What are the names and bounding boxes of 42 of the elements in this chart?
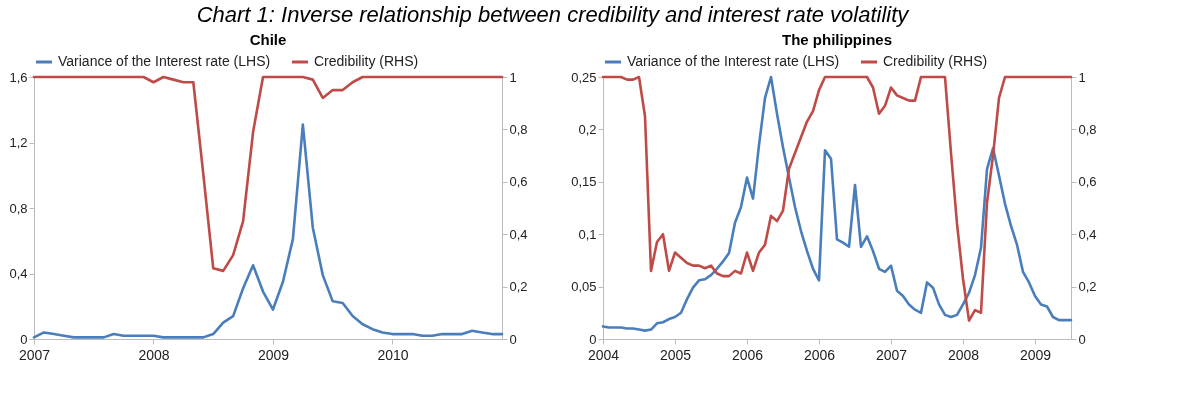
- y2-tick-label: 0,8: [509, 121, 528, 137]
- y2-tick-label: 0,2: [1078, 279, 1097, 295]
- y2-tick-label: 0: [509, 331, 517, 347]
- y-tick-label: 0,4: [9, 266, 28, 281]
- x-tick-label: 2006: [803, 346, 836, 363]
- x-tick-label: 2009: [257, 346, 290, 363]
- y-tick-label: 0,1: [578, 226, 597, 242]
- x-tick-label: 2005: [659, 346, 692, 363]
- y-tick-label: 0,8: [9, 200, 28, 216]
- y-tick-label: 0,2: [578, 121, 597, 137]
- y2-tick-label: 0: [1078, 331, 1086, 347]
- x-tick-label: 2007: [875, 346, 908, 363]
- caption: Chart 1: Inverse relationship between credibility and interest rate volatility: [196, 2, 911, 27]
- y-tick-label: 0,15: [571, 174, 597, 190]
- y2-tick-label: 1: [1078, 69, 1086, 85]
- chart-title: Chile: [249, 31, 287, 48]
- y2-tick-label: 0,6: [509, 174, 528, 190]
- y2-tick-label: 1: [509, 69, 517, 85]
- y-tick-label: 0,25: [571, 69, 597, 85]
- x-tick-label: 2009: [1019, 346, 1052, 363]
- legend-label: Variance of the Interest rate (LHS): [58, 53, 271, 69]
- y-tick-label: 0,05: [571, 279, 597, 295]
- x-tick-label: 2008: [947, 346, 980, 363]
- y2-tick-label: 0,2: [509, 279, 528, 295]
- x-tick-label: 2007: [18, 346, 51, 363]
- legend-label: Variance of the Interest rate (LHS): [627, 53, 840, 69]
- chart-title: The philippines: [781, 31, 893, 48]
- legend-label: Credibility (RHS): [883, 53, 988, 69]
- line-series: [32, 75, 504, 273]
- y2-tick-label: 0,6: [1078, 174, 1097, 190]
- x-tick-label: 2008: [138, 346, 170, 363]
- y-tick-label: 1,6: [9, 69, 28, 85]
- y-tick-label: 1,2: [9, 135, 28, 150]
- y2-tick-label: 0,8: [1078, 121, 1097, 137]
- legend-label: Credibility (RHS): [314, 53, 419, 69]
- x-tick-label: 2010: [377, 346, 409, 363]
- y2-tick-label: 0,4: [509, 226, 528, 242]
- y-tick-label: 0: [589, 331, 597, 347]
- y2-tick-label: 0,4: [1078, 226, 1097, 242]
- x-tick-label: 2004: [587, 346, 620, 363]
- x-tick-label: 2006: [731, 346, 764, 363]
- y-tick-label: 0: [20, 331, 28, 347]
